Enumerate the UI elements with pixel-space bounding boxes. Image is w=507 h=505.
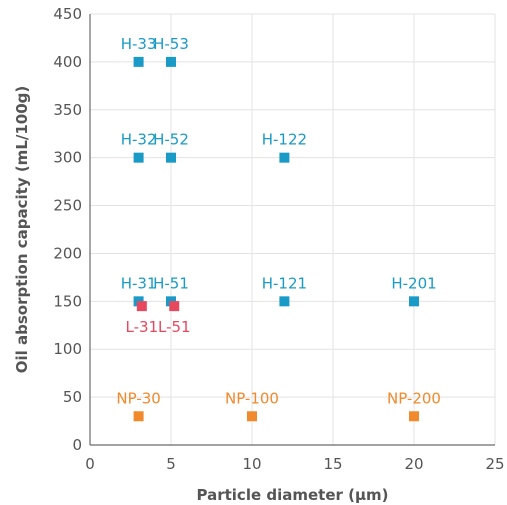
y-tick-label: 50 [63, 388, 82, 406]
y-tick-label: 150 [53, 292, 82, 310]
point-labels: H-33H-53 H-32H-52 H-122 H-31H-51 H-121 H-201 L… [116, 35, 441, 407]
point-label-l-31: L-31 [126, 318, 159, 336]
data-point-l-31 [136, 301, 147, 312]
data-point-np-200 [409, 411, 419, 422]
point-label-np-200: NP-200 [387, 389, 441, 407]
x-tick-label: 15 [323, 455, 342, 473]
point-label-h-32: H-32 [121, 131, 157, 149]
data-point-h-53 [166, 56, 176, 67]
data-point-np-100 [247, 411, 257, 422]
point-label-h-31: H-31 [121, 274, 157, 292]
point-label-h-121: H-121 [262, 274, 307, 292]
y-tick-label: 300 [53, 149, 82, 167]
point-label-l-51: L-51 [158, 318, 191, 336]
x-tick-label: 5 [166, 455, 176, 473]
y-tick-label: 350 [53, 101, 82, 119]
plot-area [90, 14, 495, 445]
x-tick-label: 0 [85, 455, 95, 473]
gridlines [90, 13, 496, 445]
data-point-h-52 [166, 152, 176, 163]
y-tick-label: 100 [53, 340, 82, 358]
y-tick-label: 200 [53, 244, 82, 262]
point-label-h-51: H-51 [153, 274, 189, 292]
x-axis-title: Particle diameter (µm) [197, 486, 389, 504]
y-tick-label: 450 [53, 5, 82, 23]
y-tick-label: 250 [53, 197, 82, 215]
data-points [133, 56, 419, 422]
x-tick-label: 25 [485, 455, 504, 473]
data-point-h-33 [133, 56, 144, 67]
point-label-np-100: NP-100 [225, 389, 279, 407]
y-tick-label: 400 [53, 53, 82, 71]
y-tick-label: 0 [72, 436, 82, 454]
data-point-h-201 [409, 296, 419, 307]
data-point-h-121 [279, 296, 290, 307]
data-point-h-122 [279, 152, 290, 163]
data-point-np-30 [133, 411, 144, 422]
x-tick-label: 20 [404, 455, 423, 473]
point-label-h-33: H-33 [121, 35, 157, 53]
axes [89, 14, 495, 446]
y-axis-title: Oil absorption capacity (mL/100g) [13, 86, 31, 374]
data-point-l-51 [169, 301, 180, 312]
point-label-h-122: H-122 [262, 131, 307, 149]
point-label-h-53: H-53 [153, 35, 189, 53]
x-tick-label: 10 [242, 455, 261, 473]
data-point-h-32 [133, 152, 144, 163]
point-label-np-30: NP-30 [116, 389, 160, 407]
point-label-h-201: H-201 [391, 274, 436, 292]
point-label-h-52: H-52 [153, 131, 189, 149]
